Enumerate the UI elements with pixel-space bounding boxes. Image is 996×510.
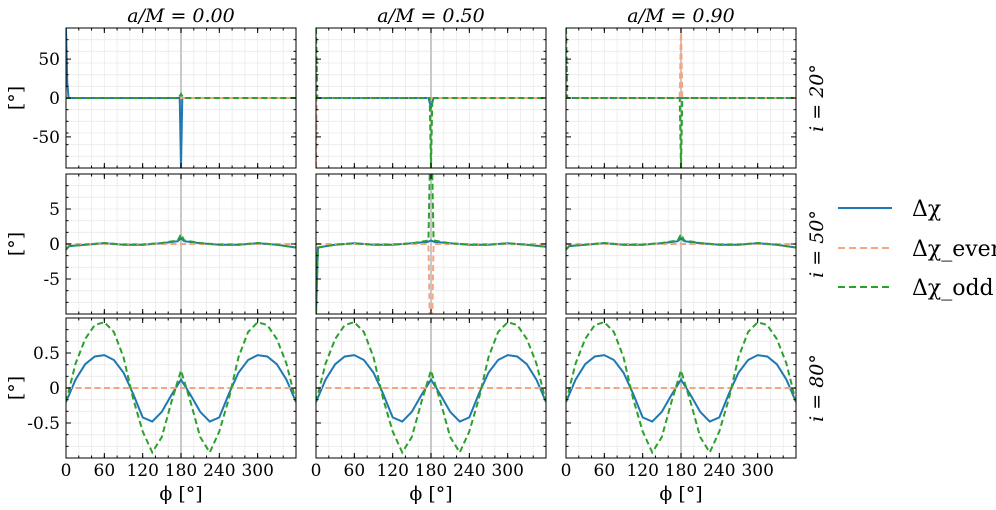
y-tick-label: 50 xyxy=(38,50,60,70)
x-axis-label-2: ϕ [°] xyxy=(659,483,702,505)
series-layer xyxy=(66,231,296,251)
ticks xyxy=(65,173,297,315)
x-tick-label: 60 xyxy=(594,461,616,481)
series-layer xyxy=(66,321,296,455)
y-tick-label: 0 xyxy=(49,235,60,255)
legend: Δχ Δχ_even Δχ_odd xyxy=(838,197,996,301)
series-line-delta-chi-odd xyxy=(316,174,546,314)
y-axis-label-2: [°] xyxy=(5,376,27,400)
y-tick-label: 0 xyxy=(49,89,60,109)
series-layer xyxy=(566,28,796,168)
y-tick-label: -0.5 xyxy=(27,414,60,434)
ticks xyxy=(315,173,547,315)
column-title-0: a/M = 0.00 xyxy=(127,5,235,27)
panel-2-0: -0.5 0 0.5 0 60 120 180 240 300 xyxy=(27,317,297,481)
x-tick-label: 120 xyxy=(126,461,158,481)
column-titles: a/M = 0.00 a/M = 0.50 a/M = 0.90 xyxy=(127,5,735,27)
x-axis-label-1: ϕ [°] xyxy=(409,483,452,505)
x-tick-label: 180 xyxy=(165,461,197,481)
panel-2-1: 0 60 120 180 240 300 xyxy=(311,317,547,481)
column-title-1: a/M = 0.50 xyxy=(377,5,485,27)
x-axis-labels: ϕ [°] ϕ [°] ϕ [°] xyxy=(159,483,702,505)
y-tick-label: -5 xyxy=(43,270,60,290)
x-tick-label: 300 xyxy=(491,461,523,481)
series-line-delta-chi-odd xyxy=(66,92,296,99)
ticks xyxy=(315,27,547,169)
x-tick-label: 300 xyxy=(241,461,273,481)
series-line-delta-chi xyxy=(566,354,796,423)
legend-label-delta-chi-even: Δχ_even xyxy=(912,237,996,262)
y-tick-label: 5 xyxy=(49,200,60,220)
x-tick-label: 120 xyxy=(376,461,408,481)
panel-1-0: -5 0 5 xyxy=(43,173,297,315)
y-tick-label: 0.5 xyxy=(33,344,60,364)
panel-2-2: 0 60 120 180 240 300 xyxy=(561,317,797,481)
series-layer xyxy=(316,321,546,455)
series-layer xyxy=(316,174,546,314)
x-tick-label: 0 xyxy=(311,461,322,481)
legend-label-delta-chi: Δχ xyxy=(912,197,941,222)
x-tick-label: 0 xyxy=(561,461,572,481)
x-tick-label: 60 xyxy=(344,461,366,481)
x-tick-label: 180 xyxy=(665,461,697,481)
ticks xyxy=(565,317,797,459)
series-layer xyxy=(566,321,796,455)
panel-0-0: -50 0 50 xyxy=(33,27,297,169)
column-title-2: a/M = 0.90 xyxy=(627,5,735,27)
ticks xyxy=(65,27,297,169)
y-axis-label-0: [°] xyxy=(5,86,27,110)
x-tick-label: 240 xyxy=(453,461,485,481)
x-tick-label: 180 xyxy=(415,461,447,481)
panel-0-1 xyxy=(315,27,547,169)
series-line-delta-chi xyxy=(316,354,546,423)
x-tick-label: 240 xyxy=(203,461,235,481)
y-axis-label-1: [°] xyxy=(5,232,27,256)
y-axis-labels: [°] [°] [°] xyxy=(5,86,27,400)
series-line-delta-chi xyxy=(66,354,296,423)
ticks xyxy=(565,27,797,169)
x-tick-label: 240 xyxy=(703,461,735,481)
row-label-2: i = 80° xyxy=(806,354,828,422)
y-tick-label: 0 xyxy=(49,379,60,399)
ticks xyxy=(315,317,547,459)
series-layer xyxy=(566,231,796,251)
ticks xyxy=(65,317,297,459)
x-tick-label: 0 xyxy=(61,461,72,481)
series-line-delta-chi-odd xyxy=(66,231,296,251)
row-label-0: i = 20° xyxy=(806,64,828,132)
series-layer xyxy=(66,28,296,168)
y-tick-label: -50 xyxy=(33,128,60,148)
row-labels: i = 20° i = 50° i = 80° xyxy=(806,64,828,422)
panel-1-2 xyxy=(565,173,797,315)
legend-label-delta-chi-odd: Δχ_odd xyxy=(912,276,994,301)
panel-0-2 xyxy=(565,27,797,169)
x-tick-label: 60 xyxy=(94,461,116,481)
x-axis-label-0: ϕ [°] xyxy=(159,483,202,505)
row-label-1: i = 50° xyxy=(806,210,828,278)
ticks xyxy=(565,173,797,315)
panel-1-1 xyxy=(315,173,547,315)
x-tick-label: 120 xyxy=(626,461,658,481)
series-line-delta-chi-odd xyxy=(566,231,796,251)
x-tick-label: 300 xyxy=(741,461,773,481)
